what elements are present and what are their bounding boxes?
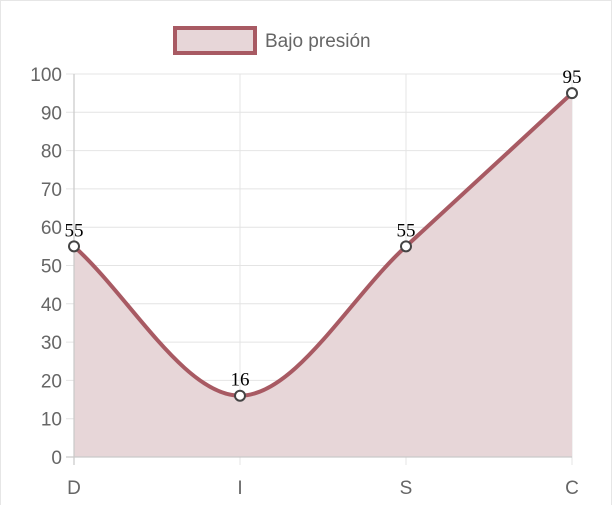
legend[interactable]: Bajo presión: [173, 26, 371, 55]
y-tick-label: 30: [41, 333, 62, 354]
y-tick-label: 80: [41, 142, 62, 163]
y-tick-label: 40: [41, 295, 62, 316]
x-tick-label: C: [565, 478, 579, 499]
x-tick-label: D: [67, 478, 81, 499]
y-axis-ticks: 0 10 20 30 40 50 60 70 80 90 100: [30, 65, 62, 469]
data-point-D[interactable]: [68, 240, 80, 253]
series-area: [72, 91, 574, 458]
series-line: [72, 91, 574, 398]
y-tick-label: 100: [30, 65, 62, 86]
y-tick-label: 10: [41, 410, 62, 431]
legend-label[interactable]: Bajo presión: [265, 31, 371, 52]
y-tick-label: 60: [41, 218, 62, 239]
data-label-I: 16: [231, 370, 250, 391]
data-point-C[interactable]: [566, 87, 578, 100]
x-tick-label: S: [400, 478, 413, 499]
y-tick-label: 0: [51, 448, 62, 469]
x-tick-label: I: [237, 478, 242, 499]
y-tick-label: 90: [41, 103, 62, 124]
data-label-S: 55: [397, 220, 416, 241]
axes: [66, 74, 572, 465]
data-point-S[interactable]: [400, 240, 412, 253]
data-point-I[interactable]: [234, 389, 246, 402]
series-area-fill: [74, 93, 572, 458]
legend-swatch[interactable]: [173, 26, 257, 55]
y-tick-label: 50: [41, 257, 62, 278]
data-points: [68, 87, 578, 402]
data-label-D: 55: [65, 220, 84, 241]
y-tick-label: 70: [41, 180, 62, 201]
data-label-C: 95: [563, 67, 582, 88]
data-labels: 55 16 55 95: [65, 67, 582, 391]
y-tick-label: 20: [41, 371, 62, 392]
